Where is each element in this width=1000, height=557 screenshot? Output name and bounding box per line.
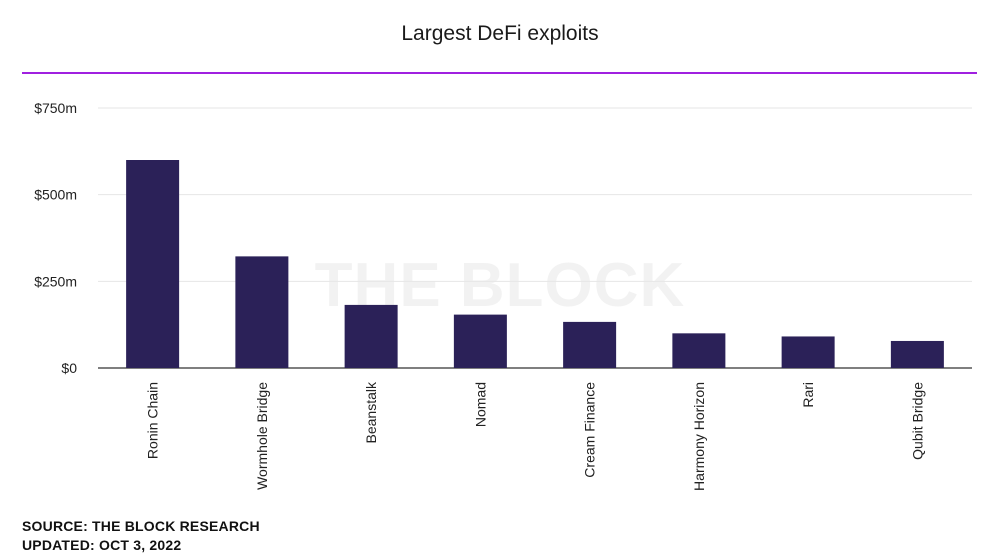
y-tick-label: $0 bbox=[61, 360, 77, 376]
x-axis-tick-labels: Ronin Chain Wormhole Bridge Beanstalk Nomad… bbox=[145, 381, 926, 491]
x-tick-label: Qubit Bridge bbox=[909, 382, 925, 460]
chart-title: Largest DeFi exploits bbox=[401, 22, 599, 45]
title-divider bbox=[22, 72, 977, 74]
x-tick-label: Cream Finance bbox=[582, 382, 598, 478]
bar bbox=[781, 336, 835, 368]
x-tick-label: Nomad bbox=[472, 382, 488, 427]
bar bbox=[453, 314, 507, 368]
bar bbox=[235, 256, 289, 368]
y-tick-label: $500m bbox=[34, 187, 77, 203]
updated-note: UPDATED: OCT 3, 2022 bbox=[22, 537, 182, 553]
bars bbox=[126, 160, 944, 368]
source-note: SOURCE: THE BLOCK RESEARCH bbox=[22, 518, 260, 534]
x-tick-label: Rari bbox=[800, 382, 816, 408]
bar bbox=[672, 333, 726, 368]
x-tick-label: Harmony Horizon bbox=[691, 382, 707, 491]
y-tick-label: $750m bbox=[34, 100, 77, 116]
bar bbox=[890, 340, 944, 368]
bar bbox=[126, 160, 180, 368]
x-tick-label: Wormhole Bridge bbox=[254, 382, 270, 490]
bar bbox=[344, 304, 398, 368]
x-tick-label: Ronin Chain bbox=[145, 382, 161, 459]
y-tick-label: $250m bbox=[34, 273, 77, 289]
gridlines bbox=[98, 107, 972, 369]
y-axis-tick-labels: $0 $250m $500m $750m bbox=[34, 100, 77, 376]
x-tick-label: Beanstalk bbox=[363, 381, 379, 443]
bar bbox=[563, 321, 617, 368]
